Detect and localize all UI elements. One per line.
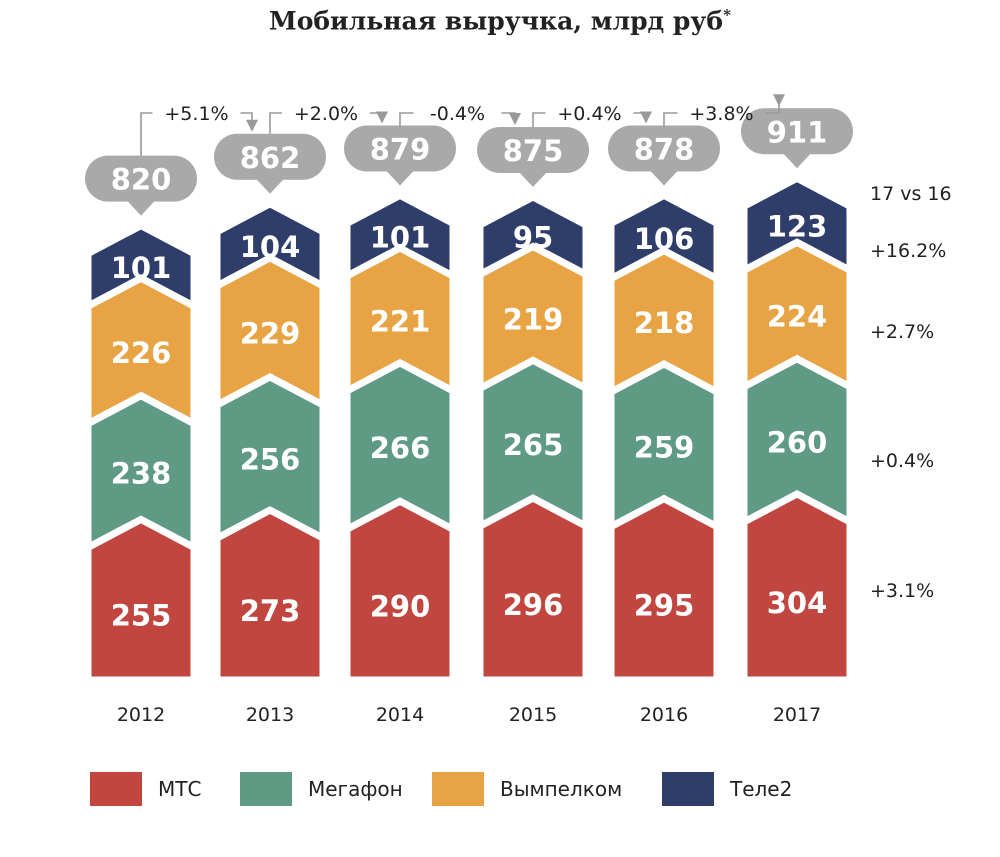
bubble-pointer <box>783 153 811 169</box>
total-bubble <box>85 155 197 202</box>
total-bubble <box>344 125 456 172</box>
legend-item-mts: МТС <box>90 772 201 806</box>
total-bubble <box>214 133 326 180</box>
bubble-pointer <box>127 200 155 216</box>
chart-title-text: Мобильная выручка, млрд руб <box>269 6 724 36</box>
legend-label: Мегафон <box>308 777 403 801</box>
connector-line <box>140 112 153 156</box>
legend-label: Вымпелком <box>500 777 623 801</box>
total-bubble <box>608 125 720 172</box>
connector-line <box>663 112 678 126</box>
arrow-head-icon <box>246 119 258 132</box>
arrow-head-icon <box>509 113 521 125</box>
legend-swatch <box>240 772 292 806</box>
x-tick-label: 2013 <box>246 704 294 726</box>
connector-line <box>240 112 253 122</box>
data-label: 224 <box>767 299 828 333</box>
bar-segment-Теле2 <box>343 191 457 282</box>
legend: МТС Мегафон Вымпелком Теле2 <box>0 772 1000 812</box>
data-label: 260 <box>767 425 828 459</box>
legend-swatch <box>432 772 484 806</box>
data-label: 221 <box>370 304 431 338</box>
yoy-change-label: +2.0% <box>294 103 358 125</box>
data-label: 229 <box>240 316 301 350</box>
bar-segment-Теле2 <box>213 199 327 292</box>
bubble-pointer <box>650 170 678 186</box>
x-tick-label: 2014 <box>376 704 424 726</box>
x-tick-label: 2012 <box>117 704 165 726</box>
data-label: 266 <box>370 431 431 465</box>
total-label: 862 <box>240 141 301 175</box>
growth-label: +2.7% <box>870 321 934 343</box>
data-label: 123 <box>767 209 828 243</box>
data-label: 265 <box>503 428 564 462</box>
x-tick-label: 2015 <box>509 704 557 726</box>
bar-segment-Теле2 <box>84 221 198 312</box>
data-label: 259 <box>634 430 695 464</box>
arrow-head-icon <box>376 111 388 124</box>
bubble-pointer <box>386 170 414 186</box>
chart-title: Мобильная выручка, млрд руб* <box>0 6 1000 35</box>
total-label: 879 <box>370 132 431 166</box>
bar-segment-Теле2 <box>476 193 590 281</box>
x-tick-label: 2016 <box>640 704 688 726</box>
connector-line <box>532 112 546 127</box>
title-footnote-mark: * <box>723 6 731 24</box>
arrow-head-icon <box>773 94 785 107</box>
connector-line <box>269 112 282 134</box>
data-label: 95 <box>513 221 553 255</box>
data-label: 255 <box>111 599 172 633</box>
data-label: 106 <box>634 222 695 256</box>
data-label: 101 <box>370 221 431 255</box>
data-label: 290 <box>370 590 431 624</box>
legend-swatch <box>90 772 142 806</box>
total-label: 820 <box>111 163 172 197</box>
legend-item-tele2: Теле2 <box>662 772 792 806</box>
total-label: 878 <box>634 132 695 166</box>
yoy-change-label: +3.8% <box>689 103 753 125</box>
growth-header: 17 vs 16 <box>870 183 952 205</box>
data-label: 296 <box>503 588 564 622</box>
legend-item-vimpelcom: Вымпелком <box>432 772 622 806</box>
connector-line <box>399 112 414 126</box>
bubble-pointer <box>256 178 284 194</box>
data-label: 101 <box>111 251 172 285</box>
yoy-change-label: +5.1% <box>164 103 228 125</box>
data-label: 256 <box>240 442 301 476</box>
data-label: 219 <box>503 302 564 336</box>
bubble-pointer <box>519 172 547 187</box>
data-label: 238 <box>111 457 172 491</box>
data-label: 218 <box>634 306 695 340</box>
arrow-head-icon <box>640 111 652 124</box>
legend-item-megafon: Мегафон <box>240 772 403 806</box>
yoy-change-label: -0.4% <box>430 103 485 125</box>
legend-swatch <box>662 772 714 806</box>
total-label: 875 <box>503 134 564 168</box>
total-bubble <box>477 127 589 173</box>
bar-segment-Теле2 <box>607 191 721 285</box>
data-label: 226 <box>111 336 172 370</box>
growth-label: +16.2% <box>870 240 946 262</box>
total-bubble <box>741 108 853 155</box>
yoy-change-label: +0.4% <box>557 103 621 125</box>
bar-segment-Теле2 <box>740 174 854 277</box>
growth-label: +3.1% <box>870 580 934 602</box>
data-label: 104 <box>240 230 301 264</box>
data-label: 273 <box>240 594 301 628</box>
data-label: 295 <box>634 588 695 622</box>
data-label: 304 <box>767 586 828 620</box>
growth-label: +0.4% <box>870 450 934 472</box>
total-label: 911 <box>767 115 828 149</box>
x-tick-label: 2017 <box>773 704 821 726</box>
legend-label: Теле2 <box>730 777 793 801</box>
legend-label: МТС <box>158 777 202 801</box>
